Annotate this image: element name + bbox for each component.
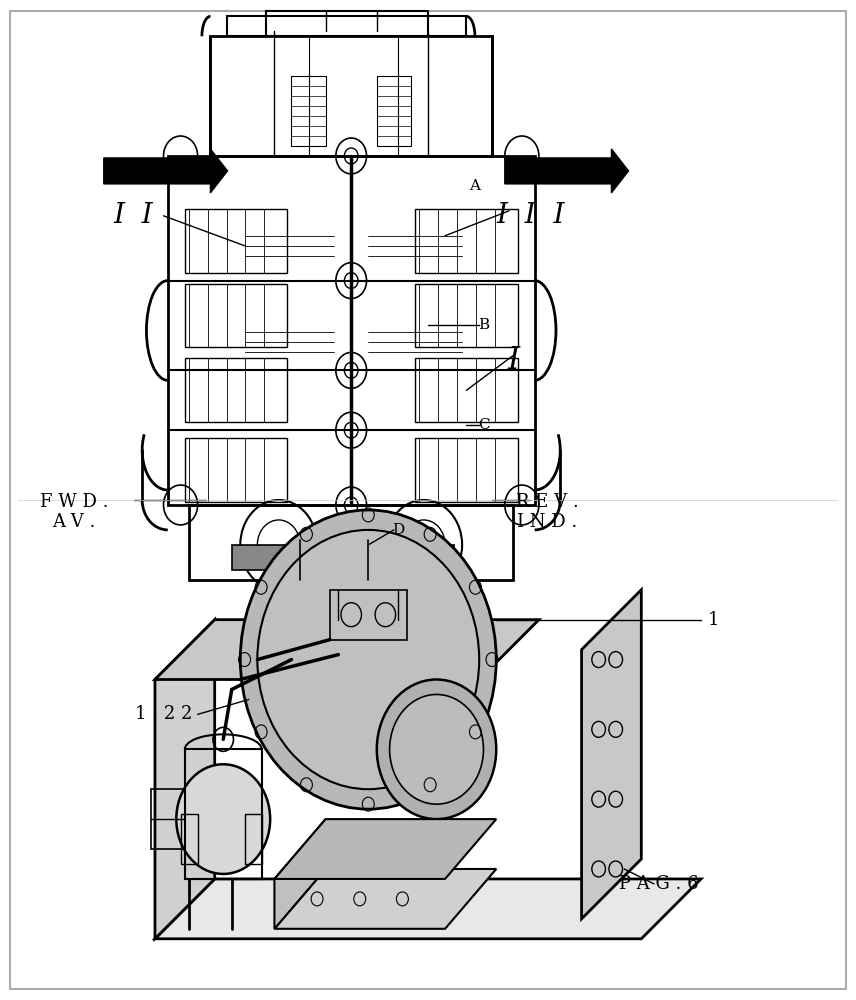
Bar	[377, 76, 411, 146]
Bar	[377, 545, 454, 570]
Bar	[232, 545, 308, 570]
Text: C: C	[478, 418, 490, 432]
Bar	[185, 749, 262, 879]
Polygon shape	[155, 620, 539, 680]
Bar	[415, 438, 518, 502]
Polygon shape	[275, 819, 325, 929]
Polygon shape	[275, 819, 496, 879]
Bar	[415, 284, 518, 347]
Text: F W D .
A V .: F W D . A V .	[39, 493, 108, 531]
Text: B: B	[478, 318, 489, 332]
Bar	[185, 358, 288, 422]
Polygon shape	[581, 590, 641, 919]
Bar	[415, 209, 518, 273]
Polygon shape	[505, 149, 628, 193]
Bar	[330, 590, 407, 640]
Bar	[228, 16, 467, 36]
FancyArrowPatch shape	[106, 163, 222, 179]
Bar	[189, 505, 514, 580]
Polygon shape	[155, 620, 215, 939]
Circle shape	[176, 764, 270, 874]
Text: A: A	[469, 179, 480, 193]
Circle shape	[241, 510, 496, 809]
Circle shape	[258, 530, 479, 789]
Bar	[415, 358, 518, 422]
Text: I  I  I: I I I	[496, 202, 565, 229]
Circle shape	[389, 694, 484, 804]
Bar	[185, 209, 288, 273]
Text: P A G . 6: P A G . 6	[619, 875, 698, 893]
Text: I  I: I I	[114, 202, 153, 229]
Bar	[181, 814, 198, 864]
Text: D: D	[392, 523, 404, 537]
Text: 1 . 2 2: 1 . 2 2	[134, 705, 193, 723]
Bar	[168, 156, 535, 505]
Polygon shape	[104, 149, 228, 193]
Bar	[185, 438, 288, 502]
Bar	[245, 814, 262, 864]
Bar	[151, 789, 185, 849]
Text: 1: 1	[708, 611, 720, 629]
Polygon shape	[275, 869, 496, 929]
Bar	[185, 284, 288, 347]
Bar	[300, 550, 368, 580]
Bar	[211, 36, 492, 156]
Polygon shape	[155, 879, 701, 939]
Text: R E V .
I N D .: R E V . I N D .	[516, 493, 579, 531]
Text: I: I	[508, 345, 520, 376]
Bar	[292, 76, 325, 146]
Circle shape	[377, 680, 496, 819]
